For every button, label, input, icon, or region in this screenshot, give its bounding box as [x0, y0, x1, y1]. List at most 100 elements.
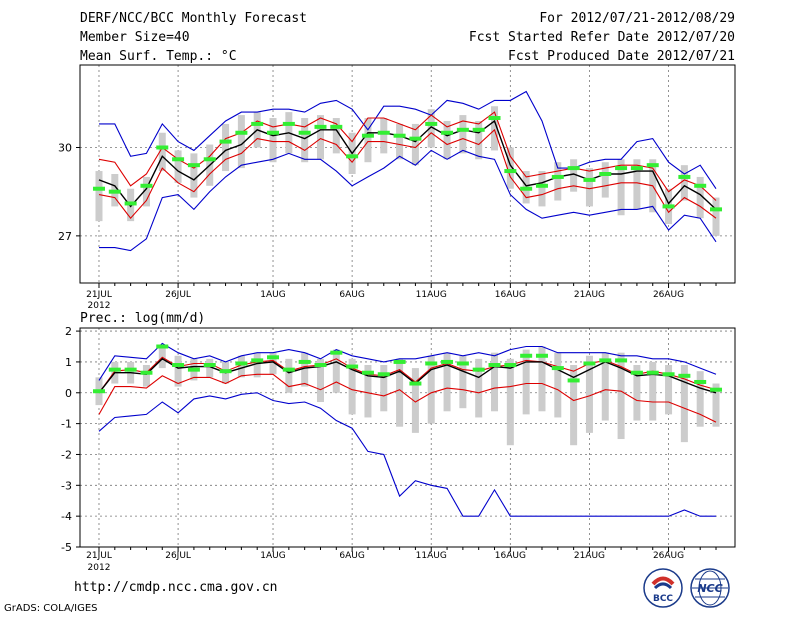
temp-spread-box [380, 118, 388, 154]
prec-ytick-label: 0 [65, 387, 72, 400]
prec-spread-box [585, 355, 593, 433]
ncc-logo: NCC [690, 568, 730, 608]
temp-ytick-label: 30 [58, 141, 72, 154]
prec-median-mark [267, 355, 280, 360]
temp-spread-box [601, 162, 609, 198]
temp-median-mark [456, 127, 469, 132]
prec-xtick-label: 21AUG [574, 551, 605, 561]
member-size-label: Member Size=40 [80, 30, 190, 45]
temp-xtick-label: 26AUG [653, 290, 684, 300]
prec-median-mark [583, 361, 596, 366]
prec-spread-box [348, 358, 356, 415]
prec-spread-box [475, 358, 483, 418]
prec-spread-box [237, 355, 245, 378]
produced-date: Fcst Produced Date 2012/07/21 [508, 49, 735, 64]
temp-spread-box [712, 197, 720, 236]
prec-spread-box [538, 346, 546, 412]
prec-spread-box [364, 365, 372, 418]
prec-median-mark [694, 379, 707, 384]
prec-ytick-label: 1 [65, 356, 72, 369]
prec-median-mark [377, 372, 390, 377]
temp-spread-box [364, 118, 372, 163]
svg-text:BCC: BCC [653, 594, 673, 604]
prec-xtick-label: 11AUG [416, 551, 447, 561]
temp-spread-box [475, 120, 483, 160]
prec-median-mark [172, 363, 185, 368]
prec-median-mark [187, 367, 200, 372]
svg-text:NCC: NCC [697, 582, 722, 595]
prec-median-mark [488, 363, 501, 368]
temp-median-mark [520, 186, 533, 191]
prec-median-mark [346, 364, 359, 369]
prec-spread-box [680, 365, 688, 443]
prec-spread-box [696, 371, 704, 427]
prec-spread-box [411, 368, 419, 433]
prec-spread-box [617, 352, 625, 440]
prec-median-mark [551, 366, 564, 371]
prec-median-mark [140, 370, 153, 375]
temp-median-mark [425, 121, 438, 126]
temp-series-lower [98, 128, 717, 220]
prec-xtick-label: 26JUL [165, 551, 191, 561]
prec-spread-box [301, 352, 309, 387]
temp-series-upper [98, 111, 717, 201]
temp-median-mark [710, 207, 723, 212]
temp-xtick-label: 16AUG [495, 290, 526, 300]
prec-spread-box [427, 355, 435, 424]
temp-xtick-label: 26JUL [165, 290, 191, 300]
temp-spread-box [459, 115, 467, 154]
prec-spread-box [554, 352, 562, 418]
temp-median-mark [251, 121, 264, 126]
prec-median-mark [156, 344, 169, 349]
temp-median-mark [630, 166, 643, 171]
prec-median-mark [108, 367, 121, 372]
prec-spread-box [491, 352, 499, 412]
prec-median-mark [251, 358, 264, 363]
prec-ytick-label: -2 [61, 448, 72, 461]
temp-median-mark [203, 157, 216, 162]
prec-median-mark [662, 372, 675, 377]
prec-median-mark [409, 381, 422, 386]
temp-median-mark [361, 133, 374, 138]
prec-spread-box [380, 365, 388, 412]
prec-median-mark [710, 387, 723, 392]
temp-median-mark [267, 130, 280, 135]
prec-series-mean [98, 357, 717, 394]
temp-spread-box [617, 159, 625, 216]
forecast-period: For 2012/07/21-2012/08/29 [539, 11, 735, 26]
prec-median-mark [630, 370, 643, 375]
temp-spread-box [190, 153, 198, 198]
prec-median-mark [92, 389, 105, 394]
temp-median-mark [678, 174, 691, 179]
temp-spread-box [680, 165, 688, 201]
temp-median-mark [140, 183, 153, 188]
temp-median-mark [583, 177, 596, 182]
prec-median-mark [393, 359, 406, 364]
prec-spread-box [506, 358, 514, 446]
temp-spread-box [554, 162, 562, 201]
prec-ytick-label: -5 [61, 541, 72, 554]
temp-spread-box [396, 123, 404, 160]
temp-median-mark [108, 189, 121, 194]
prec-ytick-label: -1 [61, 418, 72, 431]
temp-median-mark [472, 127, 485, 132]
prec-spread-box [570, 365, 578, 446]
temp-median-mark [567, 166, 580, 171]
prec-median-mark [646, 370, 659, 375]
temp-series-max [99, 90, 717, 190]
prec-median-mark [219, 369, 232, 374]
temp-year-label: 2012 [88, 301, 111, 311]
prec-median-mark [615, 358, 628, 363]
prec-median-mark [504, 363, 517, 368]
prec-spread-box [443, 352, 451, 412]
temp-median-mark [646, 163, 659, 168]
temp-xtick-label: 11AUG [416, 290, 447, 300]
prec-median-mark [235, 361, 248, 366]
chart-title: DERF/NCC/BCC Monthly Forecast [80, 11, 307, 26]
prec-spread-box [522, 349, 530, 415]
temp-spread-box [158, 132, 166, 172]
temp-xtick-label: 21JUL [86, 290, 112, 300]
prec-median-mark [567, 378, 580, 383]
prec-spread-box [649, 361, 657, 421]
source-url[interactable]: http://cmdp.ncc.cma.gov.cn [74, 580, 278, 595]
